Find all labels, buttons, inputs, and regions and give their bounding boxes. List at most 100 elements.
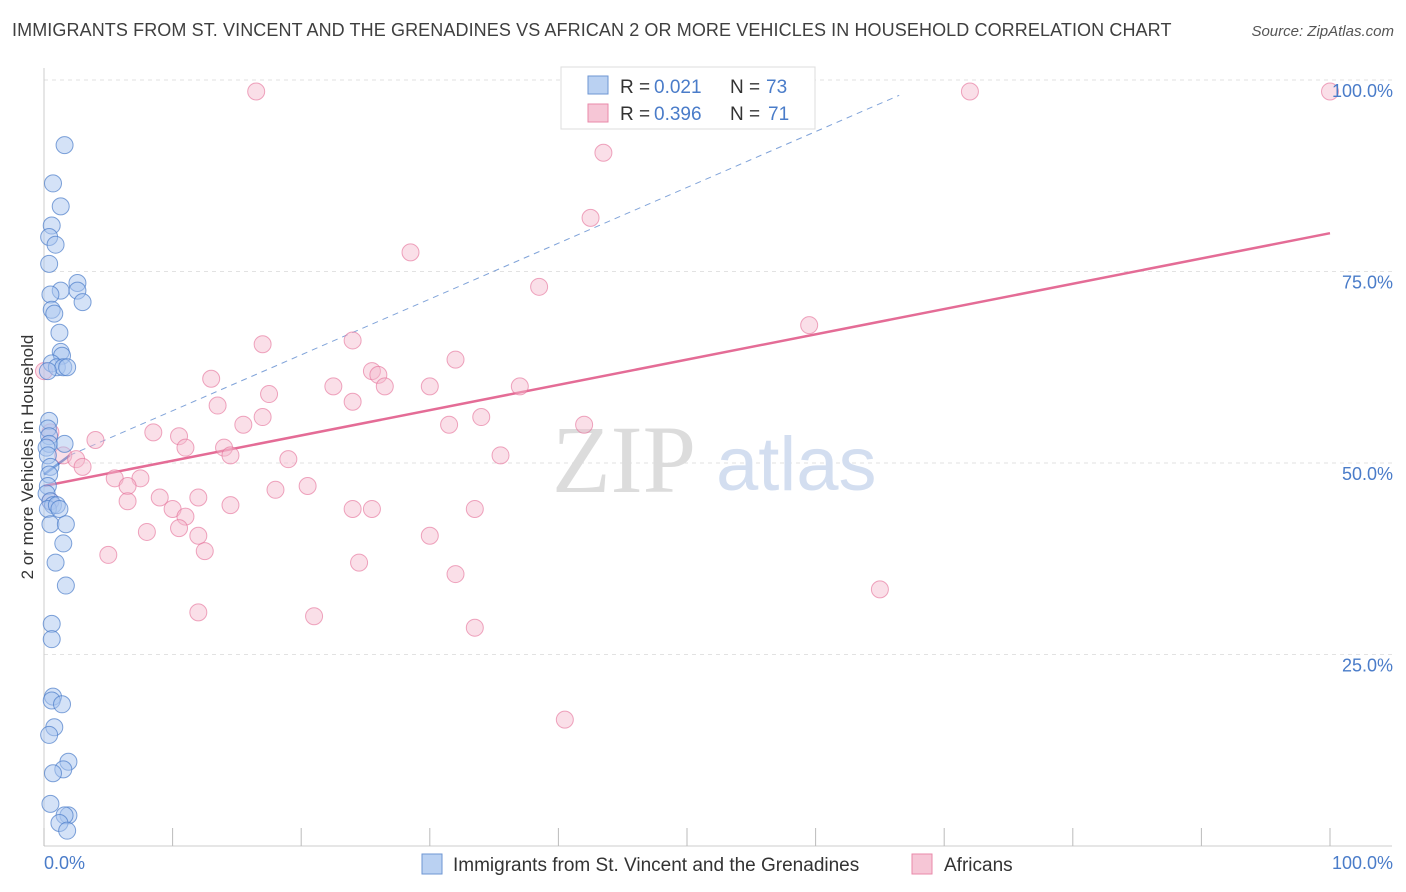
africans-point-41 (118, 476, 137, 495)
africans-point-12 (375, 377, 394, 396)
africans-point-65 (465, 618, 484, 637)
legend-r-label-2: R = (620, 104, 650, 125)
africans-point-46 (118, 492, 137, 511)
africans-point-8 (253, 335, 272, 354)
africans-point-31 (215, 438, 234, 457)
africans-point-32 (221, 446, 240, 465)
immigrants-point-57 (58, 821, 77, 840)
africans-point-66 (555, 710, 574, 729)
immigrants-point-20 (58, 358, 77, 377)
legend-n-label-2: N = (730, 104, 760, 125)
immigrants-point-5 (46, 235, 65, 254)
africans-point-16 (260, 385, 279, 404)
watermark-zip: ZIP (552, 406, 696, 513)
africans-point-54 (137, 522, 156, 541)
africans-point-57 (420, 526, 439, 545)
immigrants-point-21 (38, 362, 57, 381)
immigrants-point-47 (53, 695, 72, 714)
legend-n-label-1: N = (730, 77, 760, 98)
immigrants-point-11 (73, 293, 92, 312)
africans-point-52 (343, 499, 362, 518)
y-tick-label-1: 50.0% (1342, 464, 1393, 484)
immigrants-point-40 (54, 534, 73, 553)
x-tick-label-0: 0.0% (44, 853, 85, 873)
immigrants-point-13 (45, 304, 64, 323)
immigrants-point-14 (50, 323, 69, 342)
y-tick-label-3: 100.0% (1332, 81, 1393, 101)
legend-r-value-1: 0.021 (654, 77, 702, 98)
africans-point-34 (67, 450, 86, 469)
africans-point-55 (170, 519, 189, 538)
immigrants-point-26 (55, 434, 74, 453)
africans-point-26 (144, 423, 163, 442)
africans-point-35 (279, 450, 298, 469)
africans-point-21 (253, 408, 272, 427)
africans-point-62 (870, 580, 889, 599)
africans-point-58 (195, 542, 214, 561)
africans-point-11 (369, 365, 388, 384)
africans-point-5 (401, 243, 420, 262)
immigrants-point-43 (42, 614, 61, 633)
africans-point-64 (305, 607, 324, 626)
immigrants-point-37 (50, 499, 69, 518)
source-label[interactable]: Source: ZipAtlas.com (1251, 23, 1394, 40)
africans-point-27 (170, 427, 189, 446)
africans-point-23 (440, 415, 459, 434)
gridlines (44, 79, 1392, 655)
africans-point-53 (176, 507, 195, 526)
immigrants-trend-extension (69, 94, 900, 456)
africans-point-13 (446, 350, 465, 369)
africans-trend-line (43, 231, 1331, 488)
africans-point-14 (202, 369, 221, 388)
africans-point-59 (99, 545, 118, 564)
africans-point-63 (189, 603, 208, 622)
bottom-legend-label-blue[interactable]: Immigrants from St. Vincent and the Gren… (453, 855, 859, 876)
immigrants-point-2 (51, 197, 70, 216)
immigrants-point-9 (41, 285, 60, 304)
immigrants-point-6 (40, 254, 59, 273)
africans-point-61 (446, 565, 465, 584)
africans-point-2 (1321, 82, 1339, 101)
africans-point-4 (581, 208, 600, 227)
africans-point-0 (247, 82, 266, 101)
immigrants-point-39 (56, 515, 75, 534)
y-tick-label-0: 25.0% (1342, 656, 1393, 676)
immigrants-point-49 (40, 725, 59, 744)
legend-r-value-2: 0.396 (654, 104, 702, 125)
africans-point-56 (189, 526, 208, 545)
africans-point-22 (234, 415, 253, 434)
africans-point-9 (343, 331, 362, 350)
africans-point-29 (86, 431, 105, 450)
bottom-legend-label-pink[interactable]: Africans (944, 855, 1013, 876)
immigrants-point-41 (46, 553, 65, 572)
immigrants-point-1 (44, 174, 63, 193)
immigrants-point-0 (55, 136, 74, 155)
immigrants-point-42 (56, 576, 75, 595)
africans-point-3 (594, 143, 613, 162)
africans-point-18 (510, 377, 529, 396)
legend-r-label-1: R = (620, 77, 650, 98)
immigrants-point-53 (41, 794, 60, 813)
africans-point-15 (324, 377, 343, 396)
x-tick-label-1: 100.0% (1332, 853, 1393, 873)
bottom-legend-swatch-blue[interactable] (421, 853, 443, 875)
chart-title: IMMIGRANTS FROM ST. VINCENT AND THE GREN… (12, 20, 1172, 40)
africans-point-36 (491, 446, 510, 465)
africans-point-17 (420, 377, 439, 396)
immigrants-point-44 (42, 630, 61, 649)
africans-point-20 (343, 392, 362, 411)
africans-point-7 (800, 316, 819, 335)
bottom-legend-swatch-pink[interactable] (911, 853, 933, 875)
africans-point-45 (189, 488, 208, 507)
legend-n-value-2: 71 (768, 104, 789, 125)
watermark-atlas: atlas (716, 422, 877, 507)
africans-point-47 (221, 496, 240, 515)
africans-point-44 (150, 488, 169, 507)
data-points (35, 82, 1339, 840)
africans-point-42 (266, 480, 285, 499)
africans-point-43 (298, 476, 317, 495)
y-tick-label-2: 75.0% (1342, 273, 1393, 293)
bottom-legend: Immigrants from St. Vincent and the Gren… (421, 853, 1013, 876)
legend-swatch-pink (587, 103, 609, 123)
